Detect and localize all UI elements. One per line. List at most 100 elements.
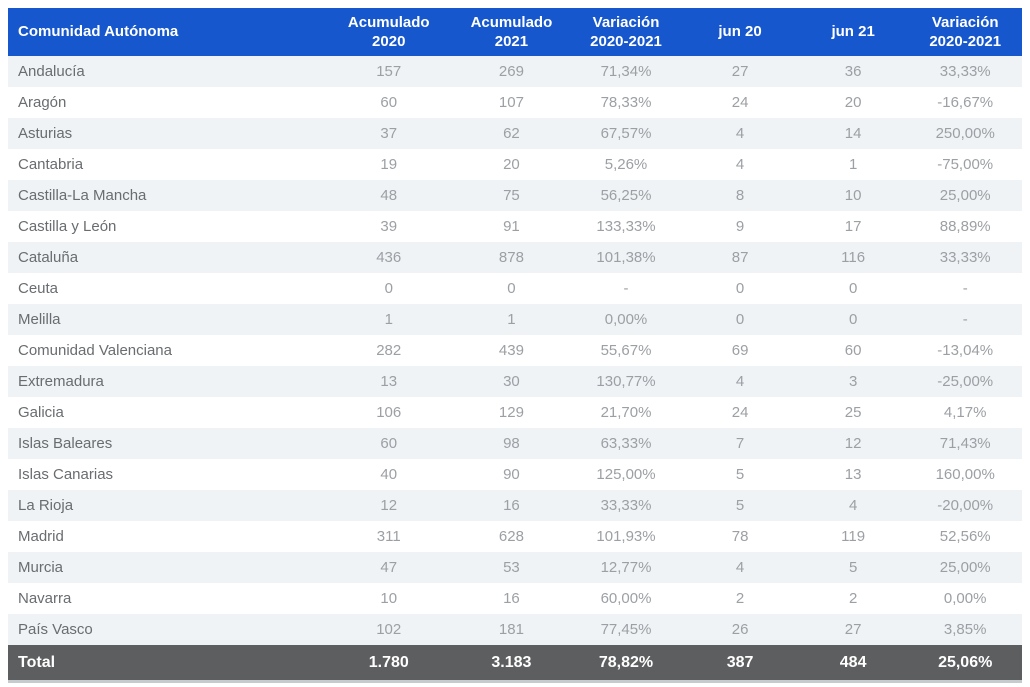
cell-value: 106 [376,404,402,421]
cell-value: 0 [682,304,798,335]
table-row: País Vasco 102 181 77,45% 26 27 3,85% [8,614,1022,645]
header-label: Comunidad Autónoma [18,23,179,41]
cell-value: 75 [453,180,570,211]
cell-value: 27 [682,56,798,87]
cell-value: 16 [503,590,520,607]
header-label: Variación [592,13,660,31]
header-label: 2021 [494,33,529,50]
community-name: Castilla y León [18,218,117,235]
cell-value: 311 [376,528,401,545]
cell-value: -75,00% [937,156,994,173]
community-name: País Vasco [8,614,325,645]
cell-value: 157 [324,56,454,87]
cell-value: 4 [682,366,798,397]
cell-value: 2 [848,590,858,607]
cell-value: 10 [380,590,398,607]
total-acumulado-2021: 3.183 [453,645,570,683]
community-name: Galicia [18,404,64,421]
community-name: Andalucía [8,56,325,87]
regions-table: Comunidad Autónoma Acumulado 2020 Acumul… [8,8,1022,683]
cell-value: 282 [376,342,402,359]
community-name: Cataluña [8,242,325,273]
header-label: Acumulado [347,13,430,31]
table-row: Murcia 47 53 12,77% 4 5 25,00% [8,552,1022,583]
community-name: Asturias [8,118,325,149]
cell-value: 1 [324,304,454,335]
cell-value: 55,67% [600,342,652,359]
table-row: La Rioja 12 16 33,33% 5 4 -20,00% [8,490,1022,521]
cell-value: 36 [797,56,909,87]
cell-value: -16,67% [937,94,994,111]
community-name: Islas Canarias [18,466,114,483]
total-row: Total 1.780 3.183 78,82% 387 484 25,06% [8,645,1022,683]
community-name: Madrid [18,528,64,545]
table-row: Extremadura 13 30 130,77% 4 3 -25,00% [8,366,1022,397]
header-variacion-mensual: Variación 2020-2021 [908,8,1022,56]
table-row: Castilla-La Mancha 48 75 56,25% 8 10 25,00% [8,180,1022,211]
cell-value: - [962,280,968,297]
cell-value: 13 [844,466,862,483]
total-jun-20: 387 [682,645,798,683]
community-name: Melilla [8,304,325,335]
cell-value: - [908,304,1022,335]
table-row: Asturias 37 62 67,57% 4 14 250,00% [8,118,1022,149]
cell-value: 24 [731,94,749,111]
table-row: Comunidad Valenciana 282 439 55,67% 69 60 -13,… [8,335,1022,366]
cell-value: 30 [453,366,570,397]
cell-value: 47 [324,552,454,583]
cell-value: 33,33% [908,56,1022,87]
cell-value: 250,00% [908,118,1022,149]
cell-value: 7 [682,428,798,459]
total-variacion-acumulado: 78,82% [569,645,683,683]
cell-value: 4 [797,490,909,521]
cell-value: 67,57% [569,118,683,149]
table-footer: Total 1.780 3.183 78,82% 387 484 25,06% [8,645,1022,683]
total-acumulado-2020: 1.780 [324,645,454,683]
cell-value: 33,33% [908,242,1022,273]
cell-value: 53 [453,552,570,583]
header-variacion-acumulado: Variación 2020-2021 [569,8,683,56]
cell-value: 16 [453,490,570,521]
cell-value: 26 [682,614,798,645]
cell-value: 78,33% [600,94,652,111]
table-row: Cataluña 436 878 101,38% 87 116 33,33% [8,242,1022,273]
header-label: 2020-2021 [929,33,1002,50]
table-row: Madrid 311 628 101,93% 78 119 52,56% [8,521,1022,552]
cell-value: 60 [324,428,454,459]
cell-value: 77,45% [569,614,683,645]
cell-value: 628 [498,528,524,545]
cell-value: 107 [498,94,524,111]
cell-value: 25,00% [908,552,1022,583]
cell-value: 33,33% [569,490,683,521]
cell-value: 20 [844,94,862,111]
cell-value: -25,00% [908,366,1022,397]
cell-value: 1 [453,304,570,335]
cell-value: 0 [507,280,516,297]
cell-value: 60 [844,342,862,359]
cell-value: 98 [453,428,570,459]
cell-value: 4 [682,118,798,149]
cell-value: 116 [797,242,909,273]
table-row: Islas Baleares 60 98 63,33% 7 12 71,43% [8,428,1022,459]
cell-value: 125,00% [596,466,656,483]
cell-value: 12,77% [569,552,683,583]
cell-value: 0 [735,280,745,297]
table-row: Melilla 1 1 0,00% 0 0- [8,304,1022,335]
cell-value: 71,43% [908,428,1022,459]
cell-value: 0 [384,280,393,297]
cell-value: 439 [498,342,524,359]
cell-value: 69 [731,342,749,359]
header-jun-21: jun 21 [797,8,909,56]
cell-value: 5,26% [604,156,648,173]
header-label: Acumulado [470,13,553,31]
community-name: Murcia [8,552,325,583]
cell-value: 12 [797,428,909,459]
table-row: Navarra 10 16 60,00% 2 2 0,00% [8,583,1022,614]
table-header: Comunidad Autónoma Acumulado 2020 Acumul… [8,8,1022,56]
cell-value: 39 [380,218,398,235]
cell-value: 101,38% [569,242,683,273]
cell-value: 52,56% [939,528,991,545]
cell-value: 8 [682,180,798,211]
cell-value: 436 [324,242,454,273]
header-acumulado-2020: Acumulado 2020 [324,8,454,56]
